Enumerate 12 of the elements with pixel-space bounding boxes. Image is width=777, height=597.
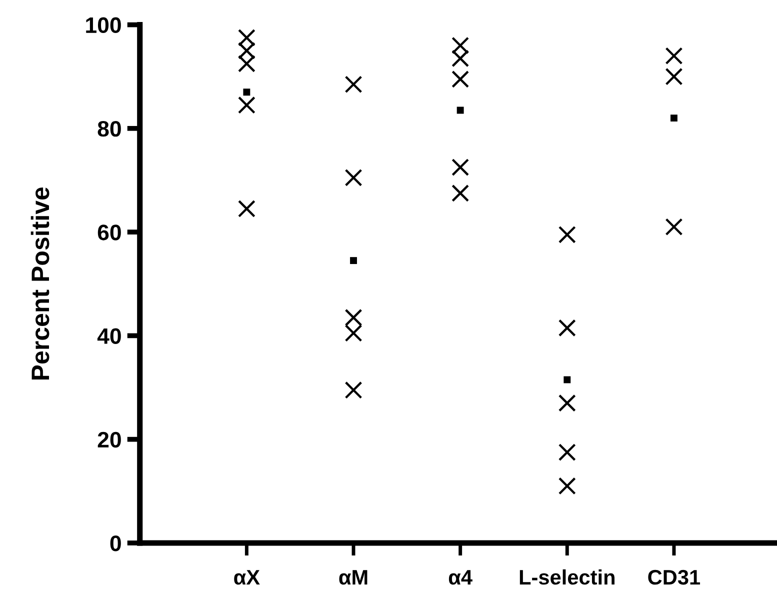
y-tick-label: 40 (97, 328, 121, 344)
y-tick-label: 0 (110, 536, 121, 552)
y-tick-label: 80 (98, 120, 121, 137)
y-axis-title: Percent Positive (30, 187, 50, 380)
x-tick-label: CD31 (648, 570, 700, 585)
y-tick-label: 60 (98, 224, 121, 240)
x-tick-label: α4 (448, 570, 472, 585)
x-tick-label: L-selectin (520, 569, 614, 585)
x-tick-label: αX (234, 570, 260, 585)
x-tick-label: αM (339, 570, 368, 585)
y-tick-label: 100 (86, 17, 121, 34)
y-tick-label: 20 (98, 432, 121, 448)
